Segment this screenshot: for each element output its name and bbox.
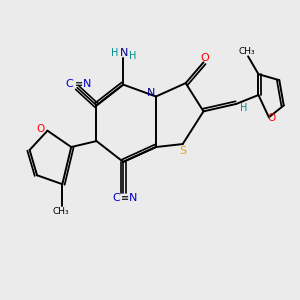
Text: O: O [37, 124, 45, 134]
Text: H: H [240, 103, 247, 113]
Text: CH₃: CH₃ [52, 207, 69, 216]
Text: CH₃: CH₃ [238, 46, 255, 56]
Text: N: N [146, 88, 155, 98]
Text: C: C [112, 194, 120, 203]
Text: H: H [111, 47, 118, 58]
Text: N: N [82, 79, 91, 89]
Text: O: O [201, 53, 209, 63]
Text: ≡: ≡ [121, 194, 129, 203]
Text: N: N [129, 194, 137, 203]
Text: C: C [66, 79, 74, 89]
Text: H: H [129, 51, 136, 62]
Text: ≡: ≡ [75, 79, 83, 89]
Text: O: O [267, 113, 275, 123]
Text: S: S [179, 146, 186, 156]
Text: N: N [120, 47, 128, 58]
